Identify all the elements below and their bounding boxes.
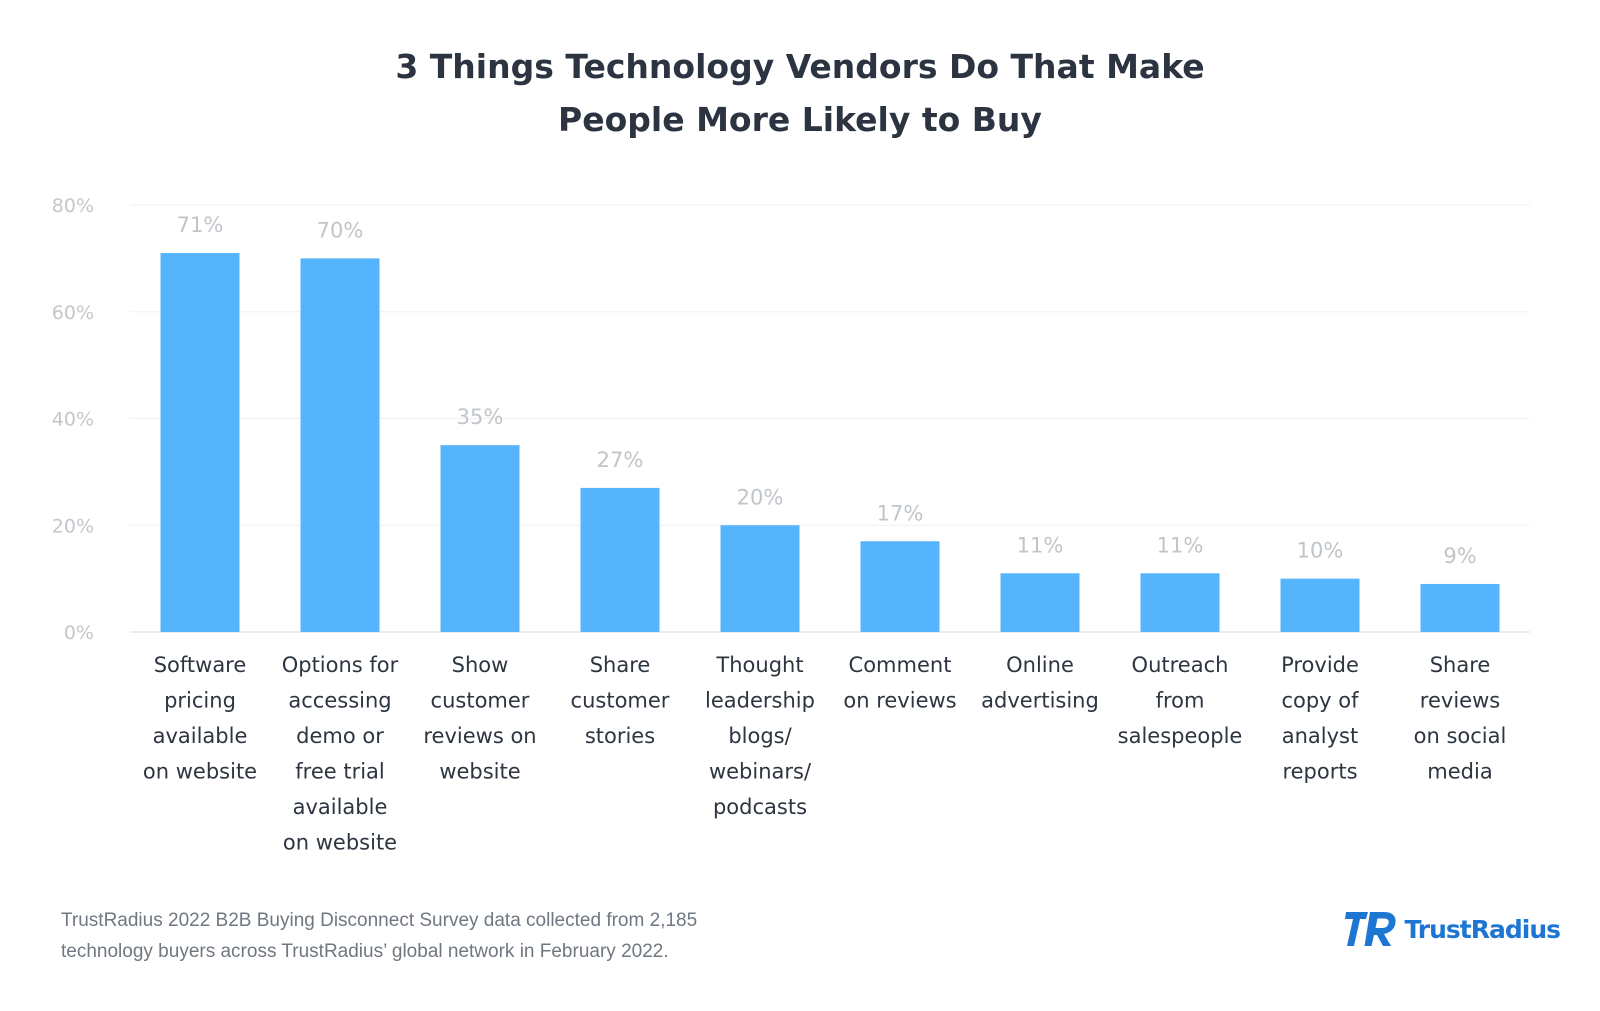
x-category-label-line: customer bbox=[571, 689, 670, 713]
bar-value-label: 17% bbox=[877, 501, 924, 525]
x-category-label: Options for accessing demo or free trial ava… bbox=[282, 653, 399, 855]
bar-value-label: 27% bbox=[597, 448, 644, 472]
bar-value-label: 35% bbox=[457, 405, 504, 429]
bar-value-label: 70% bbox=[317, 218, 364, 242]
x-category-label-line: on website bbox=[283, 831, 397, 855]
x-category-label-line: copy of bbox=[1281, 689, 1359, 713]
bar bbox=[1420, 583, 1500, 632]
source-footnote: TrustRadius 2022 B2B Buying Disconnect S… bbox=[61, 905, 821, 967]
x-category-label-line: on reviews bbox=[843, 689, 956, 713]
bar bbox=[160, 253, 240, 632]
bar bbox=[580, 487, 660, 632]
x-category-label-line: on website bbox=[143, 760, 257, 784]
bar bbox=[1280, 578, 1360, 632]
brand-name: TrustRadius bbox=[1404, 914, 1561, 944]
x-category-label-line: analyst bbox=[1282, 724, 1358, 748]
x-category-label: Provide copy of analyst reports bbox=[1281, 653, 1359, 784]
x-category-label-line: webinars/ bbox=[709, 760, 812, 784]
footnote-line-1: TrustRadius 2022 B2B Buying Disconnect S… bbox=[61, 910, 698, 931]
x-category-label-line: customer bbox=[431, 689, 530, 713]
x-category-label: Comment on reviews bbox=[843, 653, 956, 713]
x-category-label-line: Outreach bbox=[1132, 653, 1229, 677]
x-category-label-line: website bbox=[439, 760, 520, 784]
x-category-label-line: Thought bbox=[715, 653, 803, 677]
y-tick-label: 20% bbox=[52, 515, 94, 537]
x-category-label-line: reports bbox=[1282, 760, 1357, 784]
x-category-label-line: reviews on bbox=[423, 724, 536, 748]
x-category-label-line: Provide bbox=[1281, 653, 1359, 677]
x-category-label-line: pricing bbox=[164, 689, 236, 713]
x-category-label-line: media bbox=[1427, 760, 1492, 784]
bar bbox=[1140, 573, 1220, 632]
y-tick-label: 60% bbox=[52, 302, 94, 324]
x-category-label-line: from bbox=[1156, 689, 1205, 713]
x-category-label-line: leadership bbox=[705, 689, 815, 713]
x-category-label-line: available bbox=[293, 795, 388, 819]
x-category-label: Thought leadership blogs/webinars/podcasts bbox=[705, 653, 815, 819]
x-category-label-line: Share bbox=[1430, 653, 1491, 677]
x-category-label-line: available bbox=[153, 724, 248, 748]
x-category-label-line: Show bbox=[452, 653, 509, 677]
x-category-label: Show customer reviews on website bbox=[423, 653, 536, 784]
y-tick-label: 40% bbox=[52, 409, 94, 431]
bars bbox=[160, 253, 1500, 632]
x-category-label-line: advertising bbox=[981, 689, 1099, 713]
y-tick-label: 80% bbox=[52, 195, 94, 217]
x-axis-category-labels: Software pricing available on websiteOption… bbox=[143, 653, 1506, 855]
bar-value-label: 9% bbox=[1443, 544, 1476, 568]
x-category-label-line: Software bbox=[154, 653, 247, 677]
trustradius-logo[interactable]: TrustRadius bbox=[1344, 910, 1561, 948]
chart-title-line-2: People More Likely to Buy bbox=[558, 100, 1042, 139]
x-category-label-line: stories bbox=[585, 724, 655, 748]
x-category-label: Online advertising bbox=[981, 653, 1099, 713]
bar bbox=[720, 525, 800, 632]
x-category-label-line: on social bbox=[1414, 724, 1507, 748]
y-axis-tick-labels: 0% 20% 40% 60% 80% bbox=[52, 195, 94, 644]
x-category-label-line: free trial bbox=[295, 760, 385, 784]
value-labels: 71% 70% 35% 27% 20% 17% 11% 11% 10% 9% bbox=[177, 213, 1477, 568]
x-category-label: Share customer stories bbox=[571, 653, 670, 748]
bar-value-label: 10% bbox=[1297, 539, 1344, 563]
x-category-label-line: podcasts bbox=[713, 795, 807, 819]
chart-title: 3 Things Technology Vendors Do That Make… bbox=[0, 40, 1600, 146]
bar bbox=[1000, 573, 1080, 632]
y-tick-label: 0% bbox=[64, 622, 94, 644]
bar bbox=[440, 445, 520, 632]
x-category-label-line: Online bbox=[1006, 653, 1074, 677]
bar bbox=[300, 258, 380, 632]
x-category-label: Outreach from salespeople bbox=[1118, 653, 1243, 748]
x-category-label-line: Share bbox=[590, 653, 651, 677]
chart-title-line-1: 3 Things Technology Vendors Do That Make bbox=[395, 47, 1205, 86]
bar-value-label: 11% bbox=[1017, 533, 1064, 557]
x-category-label-line: accessing bbox=[288, 689, 391, 713]
bar bbox=[860, 541, 940, 632]
bar-chart: 0% 20% 40% 60% 80% 71% 70% 35% 27% 20% 17% 11% 11% 1… bbox=[52, 195, 1530, 855]
x-category-label-line: salespeople bbox=[1118, 724, 1243, 748]
bar-value-label: 11% bbox=[1157, 533, 1204, 557]
x-category-label: Share reviews on social media bbox=[1414, 653, 1507, 784]
x-category-label-line: demo or bbox=[296, 724, 384, 748]
x-category-label-line: reviews bbox=[1420, 689, 1500, 713]
bar-value-label: 20% bbox=[737, 485, 784, 509]
x-category-label-line: Options for bbox=[282, 653, 399, 677]
footnote-line-2: technology buyers across TrustRadius’ gl… bbox=[61, 941, 669, 962]
x-category-label-line: blogs/ bbox=[728, 724, 792, 748]
bar-value-label: 71% bbox=[177, 213, 224, 237]
trustradius-logo-icon bbox=[1345, 912, 1397, 946]
x-category-label: Software pricing available on website bbox=[143, 653, 257, 784]
x-category-label-line: Comment bbox=[849, 653, 952, 677]
